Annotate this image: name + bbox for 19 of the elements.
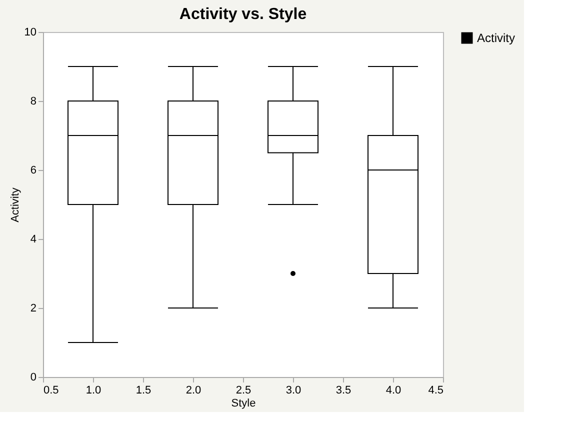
x-tick-label: 2.0 (186, 384, 202, 396)
y-tick-label: 6 (30, 164, 36, 176)
x-tick-label: 4.5 (428, 384, 444, 396)
y-tick-label: 2 (30, 302, 36, 314)
x-tick-label: 4.0 (386, 384, 402, 396)
y-axis-title: Activity (9, 187, 22, 222)
y-tick-label: 4 (30, 234, 36, 246)
legend-label: Activity (477, 31, 516, 45)
y-tick-label: 10 (24, 26, 36, 38)
x-tick-label: 1.0 (86, 384, 102, 396)
x-tick-label: 3.5 (336, 384, 352, 396)
x-axis-title: Style (231, 398, 256, 410)
x-tick-label: 2.5 (236, 384, 252, 396)
x-tick-label: 3.0 (286, 384, 302, 396)
y-tick-label: 0 (30, 372, 36, 384)
y-tick-label: 8 (30, 96, 36, 108)
x-tick-label: 0.5 (44, 384, 59, 396)
chart-title: Activity vs. Style (179, 6, 307, 23)
x-tick-label: 1.5 (136, 384, 152, 396)
